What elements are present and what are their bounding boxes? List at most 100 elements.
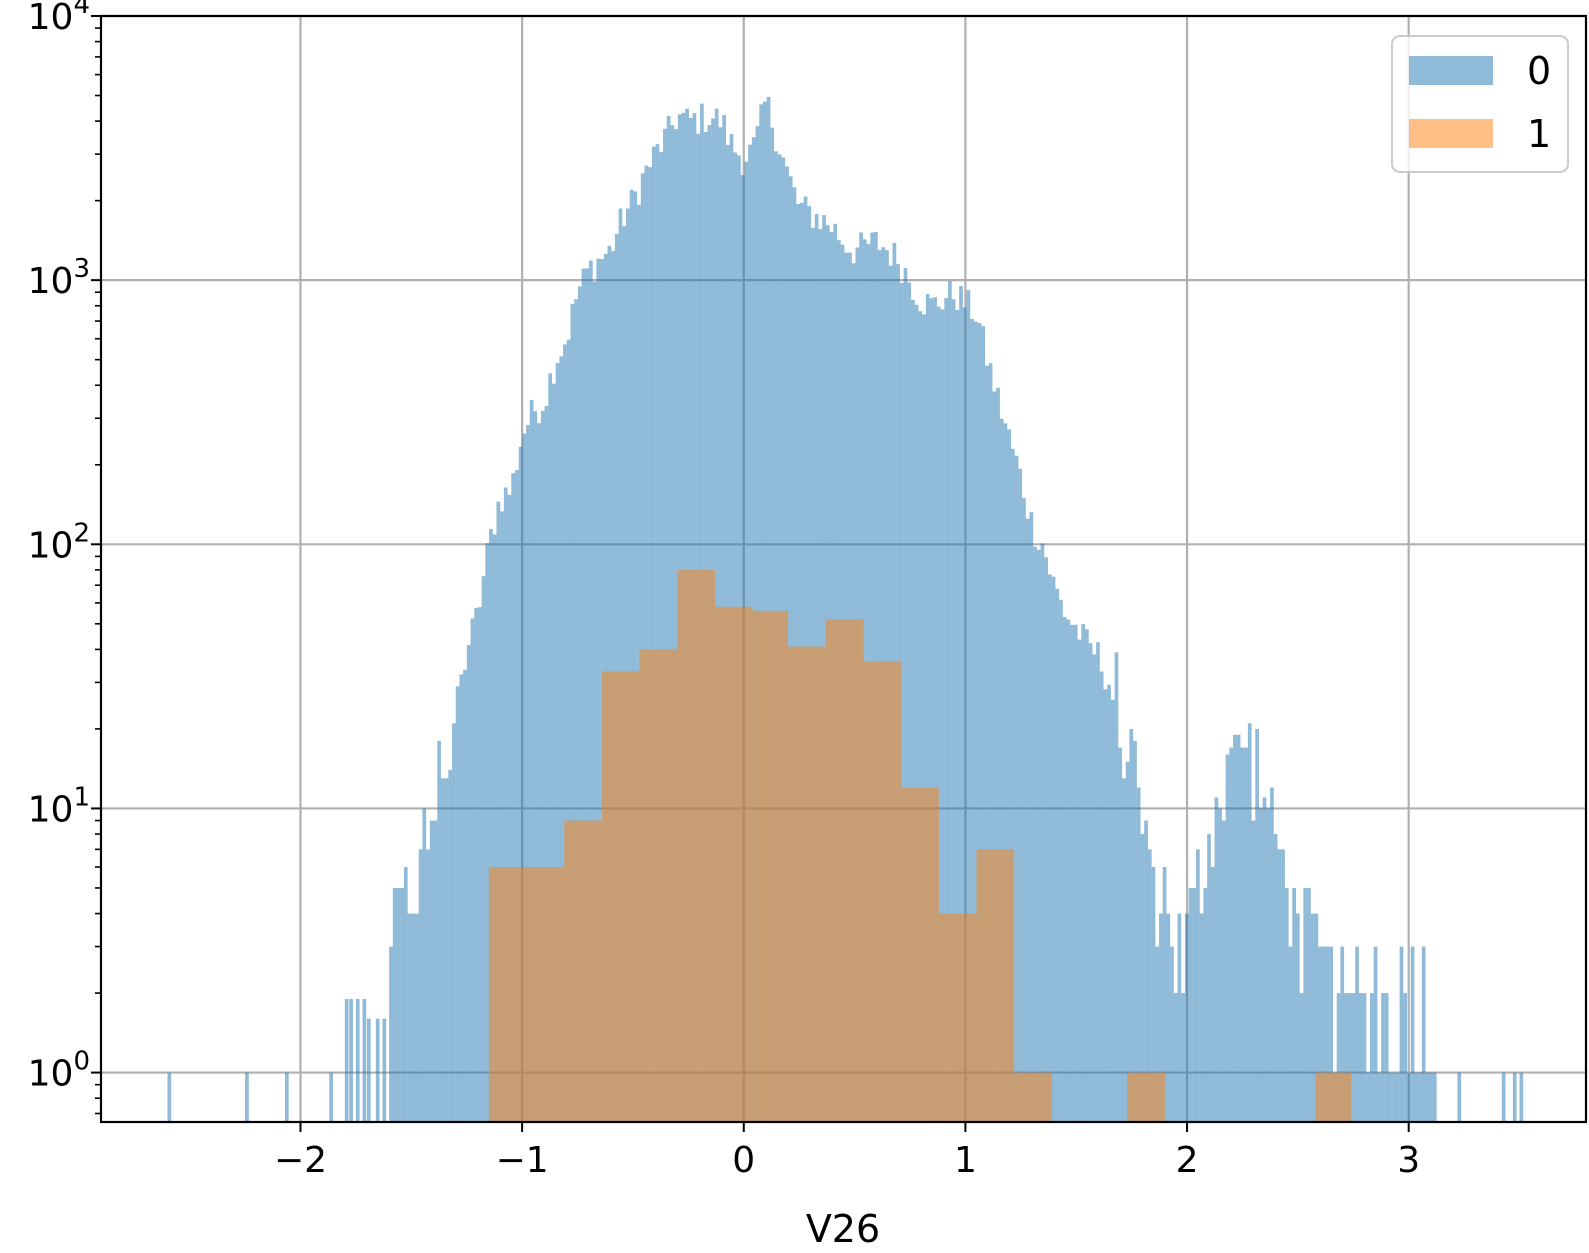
series-0-bar: [284, 1072, 289, 1122]
series-0-bar: [1203, 887, 1208, 1122]
series-0-bar: [452, 723, 456, 1122]
series-0-bar: [1221, 820, 1226, 1122]
series-1-bar: [901, 787, 939, 1122]
series-0-bar: [999, 418, 1004, 1122]
series-0-bar: [1173, 993, 1178, 1122]
series-0-bar: [459, 674, 464, 1122]
series-0-bar: [544, 405, 549, 1122]
series-0-bar: [899, 282, 904, 1122]
x-axis-label: V26: [806, 1207, 880, 1251]
series-0-bar: [1336, 993, 1341, 1122]
series-0-bar: [1381, 993, 1385, 1122]
series-0-bar: [663, 128, 667, 1122]
series-1-bar: [938, 913, 977, 1122]
series-0-bar: [1022, 498, 1026, 1122]
series-0-bar: [633, 191, 638, 1122]
series-0-bar: [637, 204, 641, 1122]
series-0-bar: [466, 645, 471, 1122]
series-0-bar: [540, 410, 545, 1122]
series-0-bar: [911, 299, 915, 1122]
series-0-bar: [1088, 643, 1093, 1122]
series-1-bar: [714, 606, 753, 1122]
series-0-bar: [1318, 946, 1322, 1122]
series-0-bar: [973, 321, 978, 1122]
series-0-bar: [1033, 546, 1037, 1122]
y-tick-base: 10: [28, 1054, 74, 1095]
series-0-bar: [648, 167, 652, 1122]
series-0-bar: [1166, 913, 1171, 1122]
series-0-bar: [1247, 723, 1252, 1122]
series-0-bar: [1025, 518, 1030, 1122]
series-0-bar: [514, 470, 519, 1122]
series-0-bar: [1170, 946, 1174, 1122]
series-0-bar: [1425, 1072, 1430, 1122]
series-0-bar: [1501, 1072, 1506, 1122]
series-0-bar: [966, 290, 971, 1122]
series-0-bar: [1162, 867, 1167, 1122]
y-tick-exponent: 2: [73, 518, 90, 548]
series-0-bar: [1055, 588, 1060, 1122]
series-0-bar: [988, 363, 993, 1122]
series-0-bar: [1512, 1072, 1517, 1122]
y-tick-exponent: 0: [73, 1047, 90, 1077]
series-0-bar: [925, 294, 930, 1122]
series-0-bar: [1133, 741, 1137, 1122]
y-tick-label: 102: [28, 518, 90, 566]
series-0-bar: [1184, 913, 1189, 1122]
series-0-bar: [1062, 617, 1067, 1122]
series-1-bar: [677, 569, 715, 1122]
series-0-bar: [1418, 1072, 1422, 1122]
series-0-bar: [418, 849, 423, 1122]
series-0-bar: [1325, 946, 1330, 1122]
series-0-bar: [1251, 820, 1256, 1122]
series-0-bar: [1103, 689, 1108, 1122]
series-0-bar: [526, 425, 530, 1122]
series-0-bar: [766, 96, 771, 1123]
series-1-bar: [1315, 1072, 1352, 1122]
y-tick-base: 10: [28, 0, 74, 38]
series-0-bar: [1395, 1072, 1400, 1122]
series-0-bar: [592, 281, 597, 1122]
series-0-bar: [503, 487, 508, 1122]
series-0-bar: [970, 318, 974, 1123]
series-0-bar: [1018, 468, 1023, 1123]
series-0-bar: [1262, 797, 1267, 1122]
series-0-bar: [1059, 599, 1063, 1122]
y-tick-exponent: 4: [73, 0, 90, 20]
series-1-bar: [1127, 1072, 1165, 1122]
series-0-bar: [362, 998, 367, 1122]
series-0-bar: [1181, 993, 1185, 1122]
series-0-bar: [470, 618, 475, 1122]
series-0-bar: [903, 267, 908, 1122]
series-0-bar: [918, 311, 923, 1122]
series-0-bar: [429, 820, 434, 1122]
series-1-bar: [639, 649, 678, 1122]
series-0-bar: [563, 344, 567, 1122]
series-0-bar: [485, 543, 490, 1122]
series-0-bar: [1347, 993, 1352, 1122]
x-tick-labels: −2 −1 0 1 2 3: [274, 1140, 1420, 1181]
series-0-bar: [1144, 820, 1148, 1122]
series-0-bar: [585, 268, 590, 1122]
series-0-bar: [422, 808, 427, 1122]
series-0-bar: [1192, 887, 1197, 1122]
series-0-bar: [415, 913, 419, 1122]
series-0-bar: [537, 423, 541, 1122]
x-tick-label: 0: [732, 1140, 755, 1181]
series-0-bar: [455, 686, 460, 1122]
series-0-bar: [577, 286, 582, 1122]
series-0-bar: [570, 303, 575, 1123]
series-0-bar: [626, 208, 630, 1122]
series-0-bar: [481, 576, 486, 1122]
series-0-bar: [1010, 448, 1015, 1122]
series-0-bar: [907, 282, 912, 1122]
series-0-bar: [1188, 887, 1193, 1122]
series-0-bar: [1107, 684, 1111, 1122]
series-0-bar: [1266, 808, 1271, 1122]
series-0-bar: [1003, 423, 1008, 1123]
series-0-bar: [1214, 797, 1219, 1122]
series-0-bar: [1114, 652, 1119, 1122]
series-0-bar: [1373, 946, 1378, 1122]
series-0-bar: [1014, 455, 1019, 1122]
